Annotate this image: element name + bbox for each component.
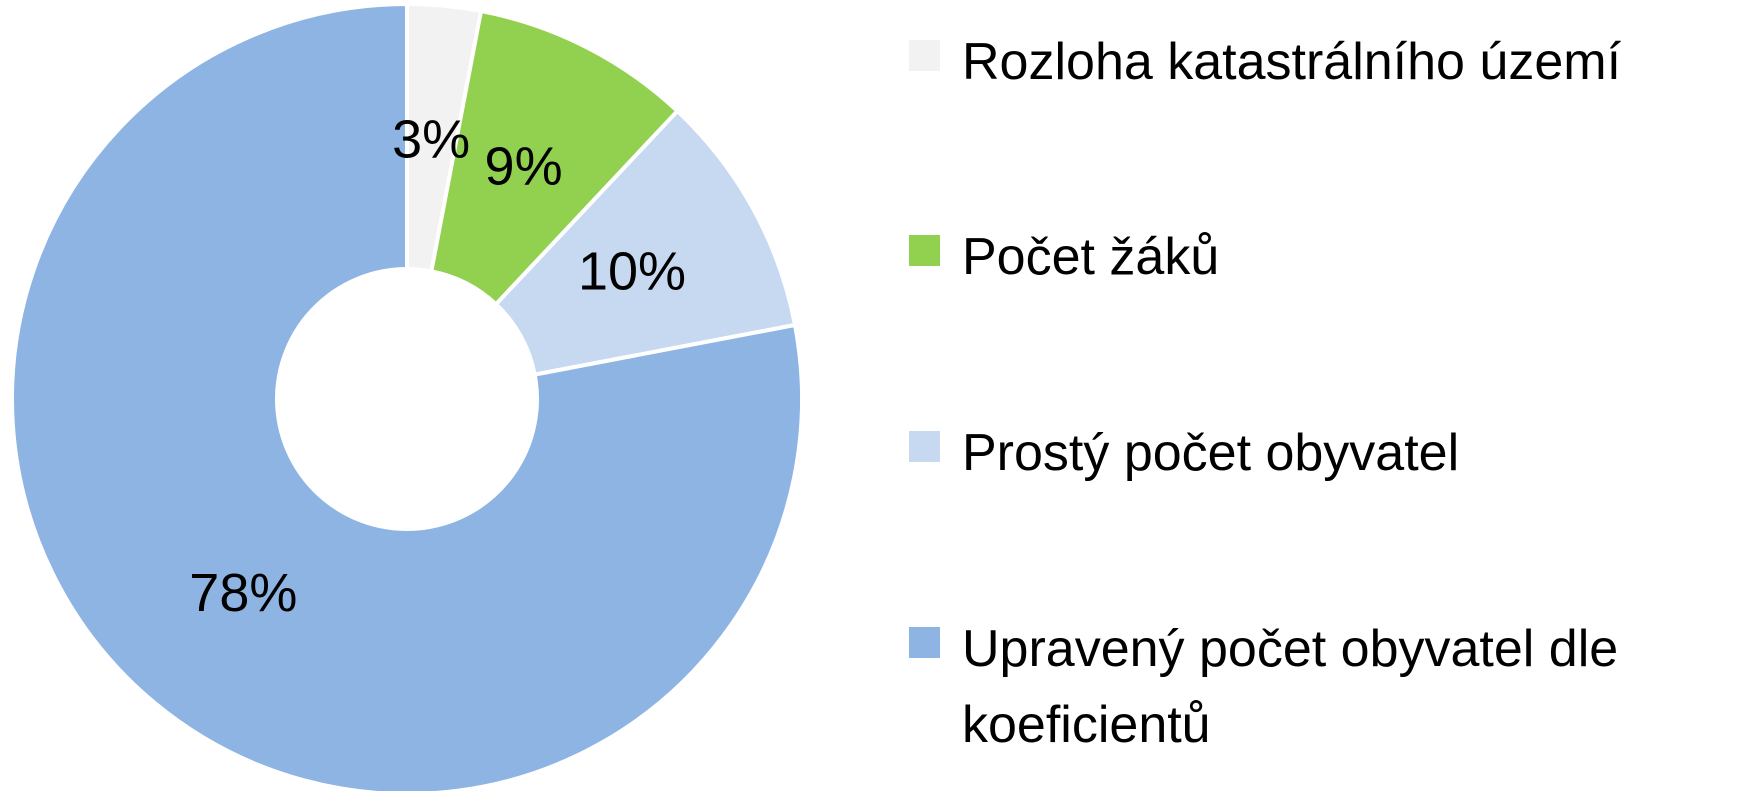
legend-label: Prostý počet obyvatel [962,424,1460,482]
legend-swatch [909,627,940,658]
data-label: 3% [392,110,470,170]
legend-entry: Upravený počet obyvatel dle koeficientů [909,611,1729,763]
donut-slice [429,8,681,308]
legend-label: Počet žáků [962,228,1220,286]
data-label: 10% [578,242,686,302]
legend-entry: Rozloha katastrálního území [909,24,1729,100]
legend-entry: Prostý počet obyvatel [909,415,1729,491]
legend-label: Upravený počet obyvatel dle koeficientů [962,620,1619,754]
legend-swatch [909,235,940,266]
legend-entry: Počet žáků [909,219,1729,295]
data-label: 9% [485,136,563,196]
legend-label: Rozloha katastrálního území [962,33,1622,91]
donut-slice [493,108,798,377]
donut-slice [10,1,804,791]
legend-swatch [909,431,940,462]
data-label: 78% [189,563,297,623]
legend-swatch [909,40,940,71]
